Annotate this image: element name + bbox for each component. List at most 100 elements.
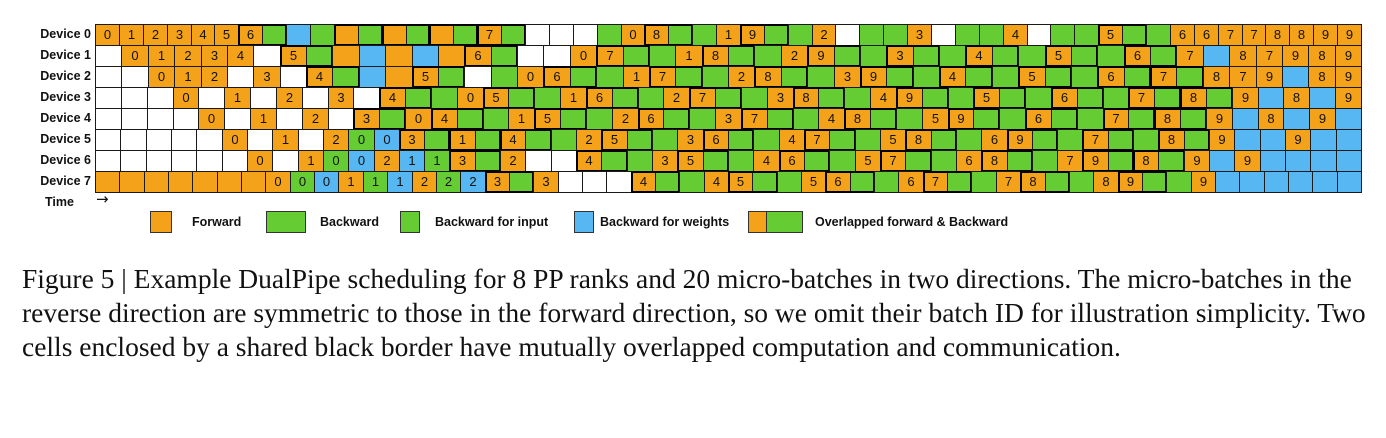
empty-cell [543,45,571,67]
forward-cell: 3 [533,171,559,193]
forward-cell: 1 [623,66,650,88]
backward-weights-cell: 0 [314,171,339,193]
backward-cell [955,24,980,46]
empty-cell [95,45,122,67]
backward-cell [1206,87,1233,109]
backward-cell [1071,45,1098,67]
backward-cell [931,150,957,172]
legend-swatch-backward [266,211,306,233]
forward-cell: 2 [781,45,808,67]
backward-cell [973,108,1000,130]
empty-cell [196,129,223,151]
backward-cell [1077,108,1104,130]
backward-cell [1122,24,1147,46]
forward-cell: 8 [1180,87,1207,109]
empty-cell [250,87,277,109]
backward-cell [655,171,680,193]
forward-cell: 2 [201,66,228,88]
backward-cell [741,87,768,109]
forward-cell: 1 [119,24,144,46]
backward-cell [1184,129,1210,151]
forward-cell: 0 [517,66,544,88]
forward-cell: 9 [1313,24,1338,46]
forward-cell: 9 [1335,87,1362,109]
backward-weights-cell: 2 [460,171,486,193]
forward-cell [385,45,413,67]
forward-cell: 0 [621,24,645,46]
backward-cell [438,66,465,88]
forward-cell: 7 [1103,108,1129,130]
backward-weights-cell [1312,171,1338,193]
device-label: Device 0 [40,27,91,41]
backward-cell [679,171,705,193]
forward-cell: 5 [801,171,826,193]
forward-cell: 3 [449,150,476,172]
empty-cell [298,129,324,151]
forward-cell: 6 [1124,45,1151,67]
forward-cell: 8 [644,24,669,46]
forward-cell: 9 [1206,108,1233,130]
backward-cell [844,87,871,109]
forward-cell: 4 [500,129,526,151]
backward-cell [1128,108,1155,130]
forward-cell: 5 [677,150,704,172]
forward-cell: 7 [1256,45,1283,67]
device-label: Device 2 [40,69,91,83]
forward-cell [119,171,145,193]
forward-cell: 6 [638,108,664,130]
forward-cell: 2 [323,129,349,151]
forward-cell: 7 [1218,24,1243,46]
backward-cell [1180,108,1207,130]
backward-cell [424,129,450,151]
forward-cell: 9 [1082,150,1109,172]
backward-weights-cell: 0 [374,129,400,151]
forward-cell: 9 [807,45,835,67]
backward-cell [870,108,897,130]
forward-cell: 0 [121,45,149,67]
backward-cell [623,45,650,67]
empty-cell [121,66,149,88]
empty-cell [196,150,223,172]
forward-cell: 7 [596,45,624,67]
backward-cell [829,129,856,151]
backward-weights-cell: 0 [348,150,375,172]
backward-cell [457,108,484,130]
backward-cell [601,150,628,172]
forward-cell: 5 [1018,66,1046,88]
empty-cell [146,129,172,151]
legend-label-forward: Forward [192,215,242,229]
forward-cell: 0 [405,108,432,130]
forward-cell: 4 [965,45,993,67]
backward-cell [1154,87,1181,109]
legend-swatch-backward-input [400,211,420,233]
forward-cell: 6 [1194,24,1219,46]
backward-cell [453,24,478,46]
forward-cell: 4 [1003,24,1028,46]
forward-cell: 8 [1265,24,1290,46]
time-arrow-icon: → [96,190,109,208]
empty-cell [517,45,544,67]
forward-cell: 5 [855,150,881,172]
empty-cell [120,150,147,172]
backward-cell [1133,129,1159,151]
forward-cell: 4 [631,171,656,193]
empty-cell [121,87,148,109]
device-label: Device 5 [40,132,91,146]
forward-cell: 3 [167,24,192,46]
backward-weights-cell [359,66,386,88]
backward-cell [999,108,1026,130]
backward-cell [859,24,884,46]
forward-cell: 5 [1098,24,1123,46]
forward-cell: 8 [1133,150,1159,172]
forward-cell: 2 [412,171,437,193]
backward-cell [1124,66,1151,88]
backward-cell [551,129,577,151]
forward-cell: 8 [1020,171,1046,193]
forward-cell: 4 [576,150,602,172]
empty-cell [227,66,254,88]
backward-weights-cell [1260,150,1286,172]
backward-weights-cell [1264,171,1289,193]
forward-cell: 4 [818,108,845,130]
forward-cell: 0 [95,24,120,46]
forward-cell: 7 [1082,129,1109,151]
